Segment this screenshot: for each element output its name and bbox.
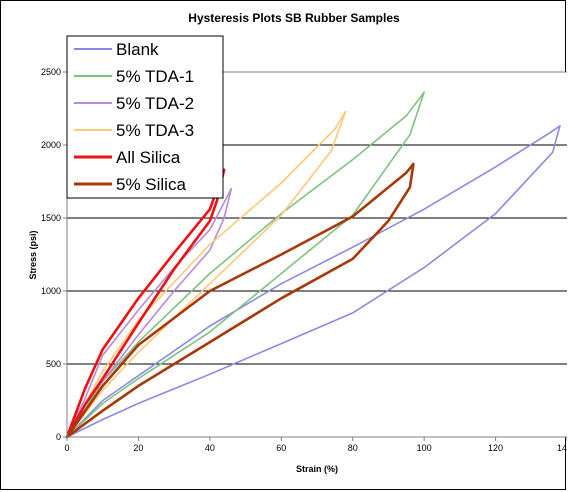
tick-layer: 0 500 1000 1500 2000 2500 0 20 40 60 80 100 120 14 bbox=[41, 67, 567, 453]
series-layer bbox=[65, 91, 561, 439]
legend-label-5-tda-2: 5% TDA-2 bbox=[116, 94, 194, 113]
x-tick-label: 20 bbox=[133, 443, 143, 453]
y-tick-label: 0 bbox=[56, 432, 61, 442]
series-5-tda-1-unloading-line bbox=[66, 91, 425, 438]
x-tick-label: 60 bbox=[276, 443, 286, 453]
x-tick-label: 120 bbox=[488, 443, 503, 453]
series-5-tda-2-loading-line bbox=[66, 188, 233, 438]
y-tick-label: 500 bbox=[46, 359, 61, 369]
chart-title: Hysteresis Plots SB Rubber Samples bbox=[188, 11, 400, 25]
y-tick-label: 2000 bbox=[41, 140, 61, 150]
legend-label-all-silica: All Silica bbox=[116, 148, 181, 167]
legend-label-5-tda-1: 5% TDA-1 bbox=[116, 67, 194, 86]
x-tick-label: 100 bbox=[417, 443, 432, 453]
legend: Blank 5% TDA-1 5% TDA-2 5% TDA-3 All Silica 5… bbox=[66, 35, 224, 199]
series-5-silica-loading-line bbox=[65, 162, 415, 439]
series-all-silica-unloading-line bbox=[65, 168, 226, 439]
series-5-tda-3-unloading-line bbox=[66, 110, 347, 438]
legend-label-5-tda-3: 5% TDA-3 bbox=[116, 121, 194, 140]
y-tick-label: 2500 bbox=[41, 67, 61, 77]
x-axis-title: Strain (%) bbox=[296, 464, 338, 474]
x-tick-label: 40 bbox=[205, 443, 215, 453]
legend-label-5-silica: 5% Silica bbox=[116, 175, 186, 194]
x-tick-label: 0 bbox=[64, 443, 69, 453]
series-blank-loading-line bbox=[66, 125, 561, 438]
series-blank-unloading-line bbox=[66, 125, 561, 438]
x-tick-label: 80 bbox=[348, 443, 358, 453]
legend-items: Blank 5% TDA-1 5% TDA-2 5% TDA-3 All Silica 5… bbox=[74, 40, 194, 194]
series-5-tda-3-loading-line bbox=[66, 110, 347, 438]
legend-box bbox=[66, 35, 224, 199]
series-all-silica-loading-line bbox=[65, 168, 226, 439]
series-5-silica-unloading-line bbox=[65, 162, 415, 439]
x-tick-label: 14 bbox=[557, 443, 567, 453]
legend-label-blank: Blank bbox=[116, 40, 159, 59]
y-tick-label: 1500 bbox=[41, 213, 61, 223]
y-axis-title: Stress (psi) bbox=[28, 230, 38, 279]
y-tick-label: 1000 bbox=[41, 286, 61, 296]
